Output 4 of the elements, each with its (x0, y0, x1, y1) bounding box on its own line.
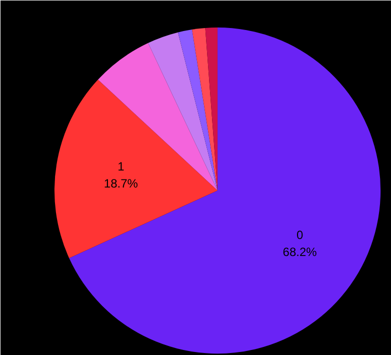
slice-label: 1 (118, 160, 125, 174)
data-label: 68.2% (282, 244, 318, 259)
slice-label: 0 (296, 228, 304, 242)
data-label: 18.7% (104, 176, 138, 190)
